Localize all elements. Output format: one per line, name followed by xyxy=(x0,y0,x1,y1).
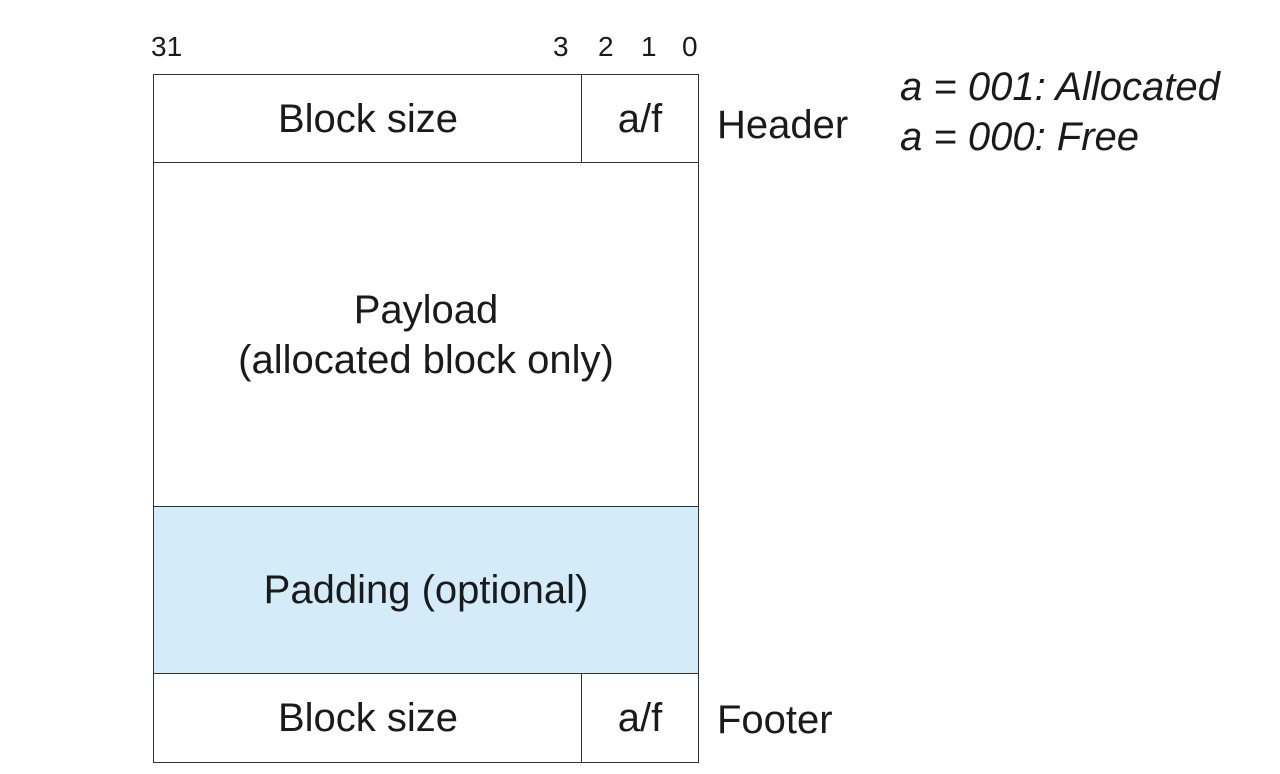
payload-title: Payload xyxy=(353,288,499,332)
footer-flag-label: a/f xyxy=(617,695,663,740)
header-block-size-label: Block size xyxy=(277,96,459,141)
padding-label: Padding (optional) xyxy=(263,568,589,612)
bit-label-0: 0 xyxy=(682,31,698,62)
legend-allocated: a = 001: Allocated xyxy=(900,65,1220,109)
bit-label-1: 1 xyxy=(641,31,657,62)
footer-block-size-cell: Block size xyxy=(153,673,583,763)
footer-side-label: Footer xyxy=(717,698,833,742)
footer-flag-cell: a/f xyxy=(581,673,699,763)
padding-region: Padding (optional) xyxy=(153,506,699,675)
payload-region: Payload (allocated block only) xyxy=(153,162,699,508)
footer-block-size-label: Block size xyxy=(277,695,459,740)
header-flag-label: a/f xyxy=(617,96,663,141)
header-flag-cell: a/f xyxy=(581,74,699,164)
bit-label-2: 2 xyxy=(598,31,614,62)
legend-free: a = 000: Free xyxy=(900,115,1140,159)
header-block-size-cell: Block size xyxy=(153,74,583,164)
bit-label-3: 3 xyxy=(553,31,569,62)
payload-subtitle: (allocated block only) xyxy=(238,338,614,382)
header-side-label: Header xyxy=(717,103,849,147)
bit-label-31: 31 xyxy=(151,31,183,62)
